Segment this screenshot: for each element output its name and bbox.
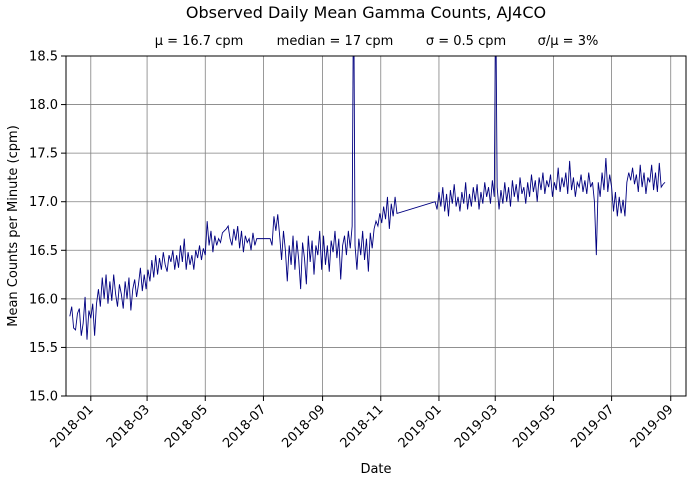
x-tick-label: 2018-05 [162,402,211,451]
x-tick-label: 2018-03 [104,402,153,451]
y-tick-label: 17.5 [29,147,58,162]
subtitle-median: median = 17 cpm [277,34,394,49]
x-tick-label: 2019-01 [396,402,445,451]
y-tick-label: 18.0 [29,98,58,113]
series-layer [69,56,666,340]
x-tick-label: 2018-07 [220,402,269,451]
y-tick-label: 15.0 [29,390,58,405]
plot-frame [65,55,687,397]
subtitle-cv: σ/μ = 3% [538,34,599,49]
y-axis-label: Mean Counts per Minute (cpm) [6,125,21,327]
y-tick-label: 16.0 [29,292,58,307]
x-tick-label: 2018-09 [279,402,328,451]
subtitle-sigma: σ = 0.5 cpm [426,34,506,49]
x-axis-label: Date [360,462,391,477]
x-tick-label: 2018-11 [338,402,387,451]
x-tick-label: 2019-03 [452,402,501,451]
x-tick-label: 2019-09 [628,402,677,451]
series-line [69,56,666,340]
y-tick-label: 16.5 [29,244,58,259]
grid-lines [66,55,686,397]
subtitle-mean: μ = 16.7 cpm [155,34,244,49]
x-tick-label: 2018-01 [48,402,97,451]
x-tick-label: 2019-05 [510,402,559,451]
y-tick-label: 18.5 [29,50,58,65]
chart-title: Observed Daily Mean Gamma Counts, AJ4CO [186,3,546,22]
y-tick-label: 15.5 [29,341,58,356]
x-tick-label: 2019-07 [568,402,617,451]
y-tick-label: 17.0 [29,195,58,210]
